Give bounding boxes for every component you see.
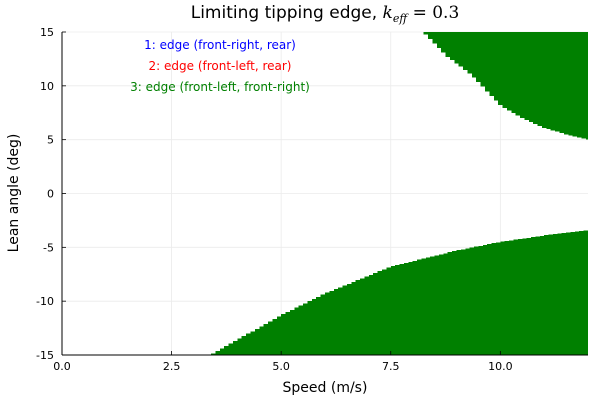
axes: 0.0 2.5 5.0 7.5 10.0 -15 -10 -5 0 5 10 15 [36,26,588,373]
y-tick-label: 5 [47,134,54,147]
y-tick-label: -5 [43,241,54,254]
lower-region-edge-3 [211,230,589,355]
x-tick-label: 2.5 [163,360,181,373]
upper-region-edge-3 [423,32,588,140]
annotation-edge-1: 1: edge (front-right, rear) [144,38,296,52]
regions [211,32,589,355]
x-tick-label: 10.0 [488,360,513,373]
y-tick-label: -15 [36,349,54,362]
annotation-edge-2: 2: edge (front-left, rear) [149,59,292,73]
y-tick-label: 10 [40,80,54,93]
x-axis-label: Speed (m/s) [283,380,368,396]
x-tick-label: 7.5 [382,360,400,373]
y-tick-label: 15 [40,26,54,39]
y-tick-label: -10 [36,295,54,308]
x-tick-label: 0.0 [53,360,71,373]
chart-title: Limiting tipping edge, keff = 0.3 [191,3,460,25]
y-tick-label: 0 [47,188,54,201]
y-axis-label: Lean angle (deg) [6,134,22,253]
x-tick-label: 5.0 [272,360,290,373]
annotation-edge-3: 3: edge (front-left, front-right) [130,80,310,94]
